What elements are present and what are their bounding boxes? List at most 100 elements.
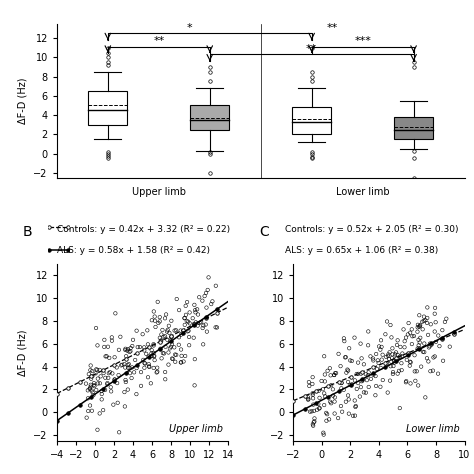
Point <box>150 353 158 360</box>
Point <box>388 354 396 362</box>
Point <box>92 324 100 332</box>
Point <box>438 327 446 334</box>
Point <box>98 390 106 398</box>
Point <box>424 304 431 311</box>
Point <box>318 377 325 385</box>
Point <box>193 305 201 313</box>
Point <box>159 349 167 357</box>
Point <box>128 342 136 350</box>
Point <box>162 343 169 351</box>
Point <box>169 355 177 363</box>
Point <box>205 273 212 281</box>
Text: Upper limb: Upper limb <box>169 424 223 434</box>
Point <box>331 398 338 405</box>
Point <box>164 336 171 344</box>
Point <box>414 321 422 328</box>
Bar <box>191 106 229 129</box>
Point <box>184 328 191 335</box>
Point <box>191 306 199 314</box>
Point <box>140 346 148 354</box>
Point <box>192 319 200 326</box>
Point <box>148 352 156 360</box>
Point <box>88 407 96 415</box>
Point <box>102 353 109 360</box>
Point <box>130 369 138 376</box>
Point <box>334 414 342 422</box>
Point <box>365 369 373 376</box>
Point <box>97 373 104 380</box>
Point <box>388 334 395 341</box>
Point <box>377 337 385 344</box>
Point <box>158 355 165 362</box>
Point <box>407 380 414 387</box>
Point <box>199 297 206 304</box>
Point <box>365 328 372 335</box>
Point <box>324 367 331 374</box>
Point <box>415 336 422 344</box>
Point <box>157 345 164 353</box>
Point <box>86 385 93 392</box>
Point <box>415 342 422 349</box>
Point <box>86 401 94 409</box>
Point <box>115 428 123 436</box>
Point <box>202 321 210 328</box>
Point <box>383 318 391 325</box>
Point <box>133 390 140 398</box>
Point <box>180 358 187 365</box>
Point <box>168 317 175 325</box>
Point <box>168 333 175 340</box>
Point <box>399 350 406 357</box>
Point <box>365 383 373 391</box>
Point <box>356 393 364 401</box>
Point <box>87 383 94 391</box>
Point <box>358 377 365 385</box>
Point <box>122 345 129 353</box>
Point <box>355 379 362 387</box>
Point <box>391 359 398 366</box>
Point <box>329 392 337 400</box>
Point <box>396 404 403 412</box>
Point <box>148 317 155 324</box>
Point <box>345 396 353 403</box>
Point <box>191 356 199 363</box>
Point <box>411 367 419 375</box>
Point <box>164 349 172 356</box>
Point <box>325 416 333 423</box>
Point <box>156 334 164 342</box>
Point <box>150 340 157 348</box>
Point <box>104 374 112 382</box>
Point <box>421 317 429 324</box>
Point <box>109 401 117 409</box>
Point <box>194 322 201 329</box>
Point <box>96 380 104 387</box>
Point <box>202 289 210 297</box>
Point <box>408 340 416 348</box>
Point <box>423 355 431 362</box>
Point <box>426 343 434 350</box>
Point <box>427 320 435 328</box>
Point <box>85 370 92 378</box>
Point <box>309 420 317 428</box>
Point <box>181 314 188 322</box>
Point <box>163 328 171 335</box>
Point <box>417 334 424 342</box>
Point <box>103 353 110 360</box>
Point <box>88 367 96 375</box>
Point <box>392 348 400 356</box>
Point <box>389 368 397 376</box>
Point <box>82 380 90 387</box>
Text: ALS: y = 0.58x + 1.58 (R² = 0.42): ALS: y = 0.58x + 1.58 (R² = 0.42) <box>57 246 210 255</box>
Point <box>150 349 157 357</box>
Point <box>414 382 422 389</box>
Point <box>199 324 207 332</box>
Point <box>126 364 134 372</box>
Point <box>126 369 134 377</box>
Point <box>122 376 129 384</box>
Point <box>107 388 115 395</box>
Text: **: ** <box>327 23 337 33</box>
Point <box>330 371 338 379</box>
Point <box>200 322 207 329</box>
Point <box>204 286 211 294</box>
Point <box>363 376 371 384</box>
Point <box>349 412 357 419</box>
